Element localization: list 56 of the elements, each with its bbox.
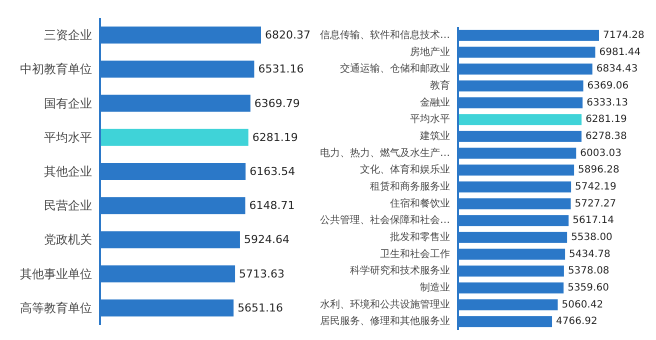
data-label: 6333.13 [586,97,628,108]
y-tick-label: 建筑业 [419,130,450,142]
data-label: 5060.42 [562,299,604,310]
y-tick-label: 租赁和商务服务业 [370,180,450,192]
y-tick-label: 民营企业 [44,198,92,213]
data-label: 5538.00 [571,232,612,243]
y-tick-label: 批发和零售业 [390,230,450,243]
y-tick-label: 电力、热力、燃气及水生产… [320,146,450,159]
data-label: 6278.38 [586,130,627,142]
y-tick-label: 住宿和餐饮业 [390,197,450,210]
y-tick-label: 水利、环境和公共设施管理业 [320,298,450,310]
data-label: 6281.19 [252,130,298,144]
bar [101,128,248,146]
data-label: 5434.78 [569,248,610,260]
y-tick-label: 教育 [430,79,450,92]
y-tick-label: 平均水平 [44,130,92,144]
data-label: 6281.19 [586,114,627,126]
y-tick-label: 卫生和社会工作 [380,248,450,260]
data-label: 5727.27 [574,198,616,210]
y-tick-label: 三资企业 [44,28,92,42]
data-label: 6834.43 [596,64,638,75]
data-label: 5378.08 [568,266,610,277]
data-label: 5713.63 [239,267,285,280]
y-tick-label: 文化、体育和娱乐业 [360,164,450,176]
data-label: 5924.64 [244,233,290,246]
y-tick-label: 中初教育单位 [20,62,92,76]
y-tick-label: 制造业 [420,281,450,294]
data-label: 7174.28 [603,30,644,41]
bar [459,114,582,126]
data-label: 5651.16 [238,301,284,314]
y-tick-label: 科学研究和技术服务业 [350,264,450,277]
data-label: 6531.16 [258,62,304,76]
y-tick-label: 党政机关 [44,232,92,247]
data-label: 6369.79 [254,96,300,110]
data-label: 6820.37 [265,28,310,42]
y-tick-label: 其他事业单位 [20,266,92,281]
data-label: 6003.03 [580,148,622,159]
y-tick-label: 平均水平 [410,113,450,126]
data-label: 6369.06 [587,80,629,92]
y-tick-label: 居民服务、修理和其他服务业 [320,315,450,328]
data-label: 6163.54 [250,165,296,178]
y-tick-label: 国有企业 [44,96,92,110]
y-tick-label: 公共管理、社会保障和社会… [320,214,450,226]
y-tick-label: 交通运输、仓储和邮政业 [340,62,450,75]
data-label: 5896.28 [578,164,620,176]
y-tick-label: 其他企业 [44,164,92,178]
data-label: 6981.44 [599,46,641,58]
y-tick-label: 高等教育单位 [20,300,92,315]
y-tick-label: 金融业 [420,96,450,108]
data-label: 5617.14 [572,215,614,226]
y-tick-label: 信息传输、软件和信息技术… [320,28,450,41]
data-label: 6148.71 [249,199,295,212]
data-label: 5742.19 [575,181,616,192]
y-tick-label: 房地产业 [410,46,450,58]
data-label: 4766.92 [556,316,598,328]
data-label: 5359.60 [568,282,609,294]
